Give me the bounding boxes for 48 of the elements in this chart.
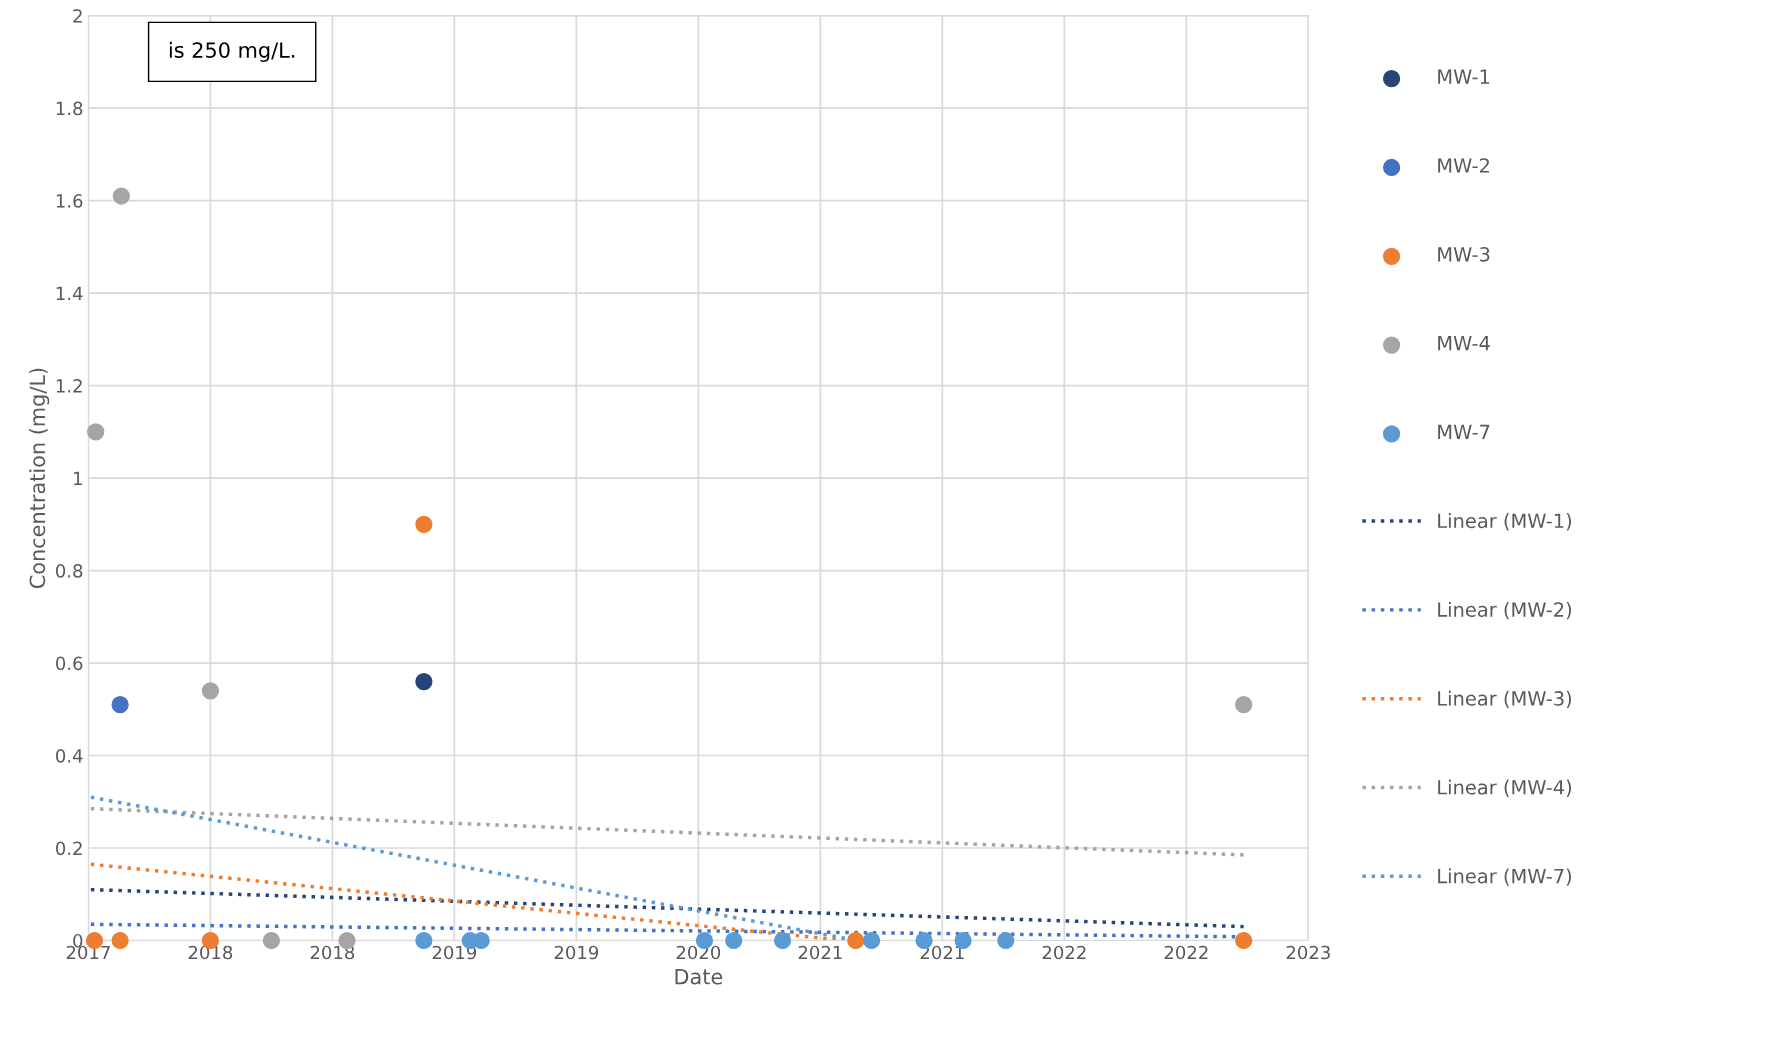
- y-tick-label: 1.2: [56, 379, 82, 393]
- legend-label: MW-2: [1438, 158, 1489, 173]
- y-tick-label: 0.4: [56, 748, 83, 763]
- point: [997, 931, 1015, 950]
- point: [1235, 696, 1253, 714]
- annotation: is 250 mg/L.: [169, 41, 295, 62]
- legend-label: MW-3: [1438, 246, 1490, 262]
- x-tick-label: 2018: [310, 945, 355, 960]
- legend-label: MW-7: [1438, 424, 1490, 440]
- y-tick-label: 1.4: [56, 286, 83, 300]
- point: [415, 672, 433, 691]
- y-tick-label: 0.6: [56, 656, 83, 671]
- point: [111, 931, 129, 950]
- point: [262, 931, 281, 950]
- y-tick-label: 2: [73, 9, 82, 23]
- point: [111, 696, 129, 714]
- y-tick-label: 0.8: [56, 564, 83, 578]
- legend-label: Linear (MW-3): [1438, 690, 1572, 709]
- x-tick-label: 2022: [1042, 945, 1086, 960]
- x-tick-label: 2023: [1286, 945, 1330, 960]
- point: [862, 931, 881, 950]
- y-tick-label: 1: [74, 471, 82, 485]
- y-tick-label: 1.6: [56, 194, 83, 208]
- legend-label: Linear (MW-1): [1438, 513, 1572, 531]
- y-tick-label: 0.2: [56, 841, 82, 856]
- legend-label: Linear (MW-4): [1438, 779, 1572, 797]
- point: [415, 515, 433, 533]
- point: [87, 423, 105, 441]
- point: [725, 931, 743, 950]
- x-tick-label: 2019: [554, 945, 599, 960]
- legend-label: Linear (MW-2): [1438, 601, 1572, 620]
- legend-label: MW-1: [1438, 69, 1490, 84]
- point: [847, 931, 865, 950]
- x-tick-label: 2019: [432, 945, 477, 960]
- point: [1235, 931, 1253, 950]
- point: [201, 682, 220, 700]
- legend-label: MW-4: [1438, 336, 1490, 351]
- x-tick-label: 2020: [676, 945, 721, 960]
- y-axis-title: Concentration (mg/L): [29, 368, 50, 589]
- x-tick-label: 2018: [188, 945, 233, 960]
- x-axis-title: Date: [675, 969, 723, 985]
- point: [415, 931, 433, 950]
- legend-label: Linear (MW-7): [1438, 868, 1572, 886]
- x-tick-label: 2022: [1164, 945, 1208, 960]
- point: [112, 187, 130, 205]
- x-tick-label: 2021: [798, 945, 842, 960]
- y-tick-label: 1.8: [56, 101, 83, 116]
- point: [773, 931, 792, 950]
